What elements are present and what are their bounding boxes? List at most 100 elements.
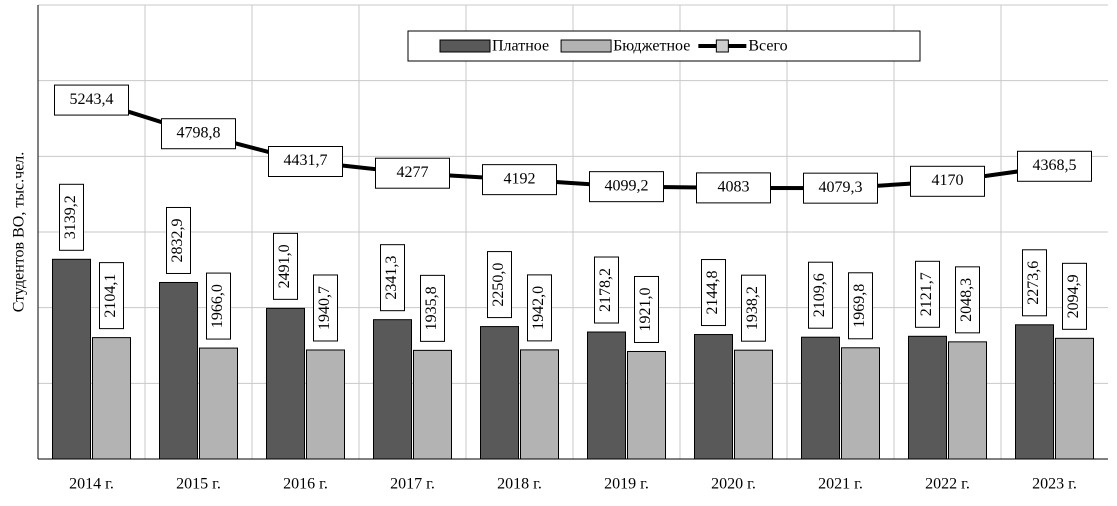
data-label: 2104,1 — [102, 274, 119, 318]
bar — [948, 341, 987, 460]
data-label: 2144,8 — [704, 271, 721, 315]
x-tick-label: 2023 г. — [1032, 476, 1077, 493]
legend-box — [407, 30, 921, 62]
data-label-box — [910, 165, 985, 197]
data-label-box — [380, 244, 405, 312]
x-tick-label: 2017 г. — [390, 476, 435, 493]
data-label-box — [99, 262, 124, 330]
data-label-box — [420, 274, 445, 342]
data-label: 4798,8 — [177, 124, 221, 141]
bar — [306, 349, 345, 460]
data-label-box — [375, 157, 450, 189]
data-label-box — [1022, 249, 1047, 317]
data-label: 5243,4 — [70, 91, 114, 108]
data-label-box — [54, 84, 129, 116]
legend-marker — [715, 39, 729, 53]
x-tick-label: 2018 г. — [497, 476, 542, 493]
data-label: 4192 — [504, 170, 536, 187]
x-tick-label: 2015 г. — [176, 476, 221, 493]
x-tick-label: 2022 г. — [925, 476, 970, 493]
data-label: 2832,9 — [169, 218, 186, 262]
bar — [694, 334, 733, 460]
data-label-box — [1017, 150, 1092, 182]
bar — [1015, 324, 1054, 460]
data-label: 2109,6 — [811, 273, 828, 317]
x-tick-label: 2014 г. — [69, 476, 114, 493]
data-label-box — [594, 256, 619, 324]
data-label: 2121,7 — [918, 272, 935, 316]
data-label: 1940,7 — [316, 286, 333, 330]
x-tick-label: 2021 г. — [818, 476, 863, 493]
legend-label: Платное — [492, 38, 549, 55]
data-label-box — [915, 260, 940, 328]
bar — [480, 326, 519, 460]
data-label-box — [59, 183, 84, 251]
data-label: 1969,8 — [851, 284, 868, 328]
bar — [373, 319, 412, 460]
bar — [734, 349, 773, 460]
data-label: 2273,6 — [1025, 261, 1042, 305]
bar — [520, 349, 559, 460]
data-label-box — [696, 172, 771, 204]
data-label-box — [808, 261, 833, 329]
data-label-box — [589, 171, 664, 203]
data-label-box — [268, 146, 343, 178]
data-label-box — [166, 206, 191, 274]
data-label: 2048,3 — [958, 278, 975, 322]
bar — [266, 307, 305, 460]
legend-swatch — [560, 39, 612, 53]
data-label: 2094,9 — [1065, 274, 1082, 318]
bar — [841, 347, 880, 460]
data-label-box — [313, 274, 338, 342]
x-tick-label: 2020 г. — [711, 476, 756, 493]
data-label-box — [273, 232, 298, 300]
data-label: 4083 — [718, 179, 750, 196]
data-label-box — [482, 164, 557, 196]
data-label-box — [955, 266, 980, 334]
bar — [1055, 337, 1094, 460]
legend-label: Всего — [748, 38, 787, 55]
data-label-box — [206, 272, 231, 340]
data-label: 4079,3 — [819, 179, 863, 196]
x-tick-label: 2019 г. — [604, 476, 649, 493]
x-tick-label: 2016 г. — [283, 476, 328, 493]
data-label-box — [527, 274, 552, 342]
data-label: 2341,3 — [383, 256, 400, 300]
legend-swatch — [439, 39, 491, 53]
bar — [587, 331, 626, 460]
data-label: 1935,8 — [423, 286, 440, 330]
data-label: 1938,2 — [744, 286, 761, 330]
data-label: 2491,0 — [276, 244, 293, 288]
data-label: 4099,2 — [605, 177, 649, 194]
bar — [413, 349, 452, 460]
data-label: 3139,2 — [62, 195, 79, 239]
data-label: 1921,0 — [637, 287, 654, 331]
data-label: 4170 — [932, 172, 964, 189]
data-label: 4431,7 — [284, 152, 328, 169]
data-label-box — [634, 275, 659, 343]
bar — [801, 336, 840, 460]
data-label-box — [701, 259, 726, 327]
bar — [627, 350, 666, 460]
data-label: 4368,5 — [1033, 157, 1077, 174]
data-label-box — [487, 251, 512, 319]
data-label: 1966,0 — [209, 284, 226, 328]
data-label-box — [1062, 262, 1087, 330]
data-label: 1942,0 — [530, 286, 547, 330]
data-label-box — [803, 172, 878, 204]
bar — [199, 347, 238, 460]
data-label: 2178,2 — [597, 268, 614, 312]
y-axis-label: Студентов ВО, тыс.чел. — [11, 152, 28, 313]
data-label-box — [741, 274, 766, 342]
bar — [92, 337, 131, 460]
data-label-box — [848, 272, 873, 340]
data-label-box — [161, 118, 236, 150]
bar — [52, 258, 91, 460]
data-label: 2250,0 — [490, 263, 507, 307]
line — [90, 98, 1055, 191]
bar — [908, 335, 947, 460]
legend-label: Бюджетное — [613, 38, 690, 55]
data-label: 4277 — [397, 164, 429, 181]
bar — [159, 281, 198, 460]
